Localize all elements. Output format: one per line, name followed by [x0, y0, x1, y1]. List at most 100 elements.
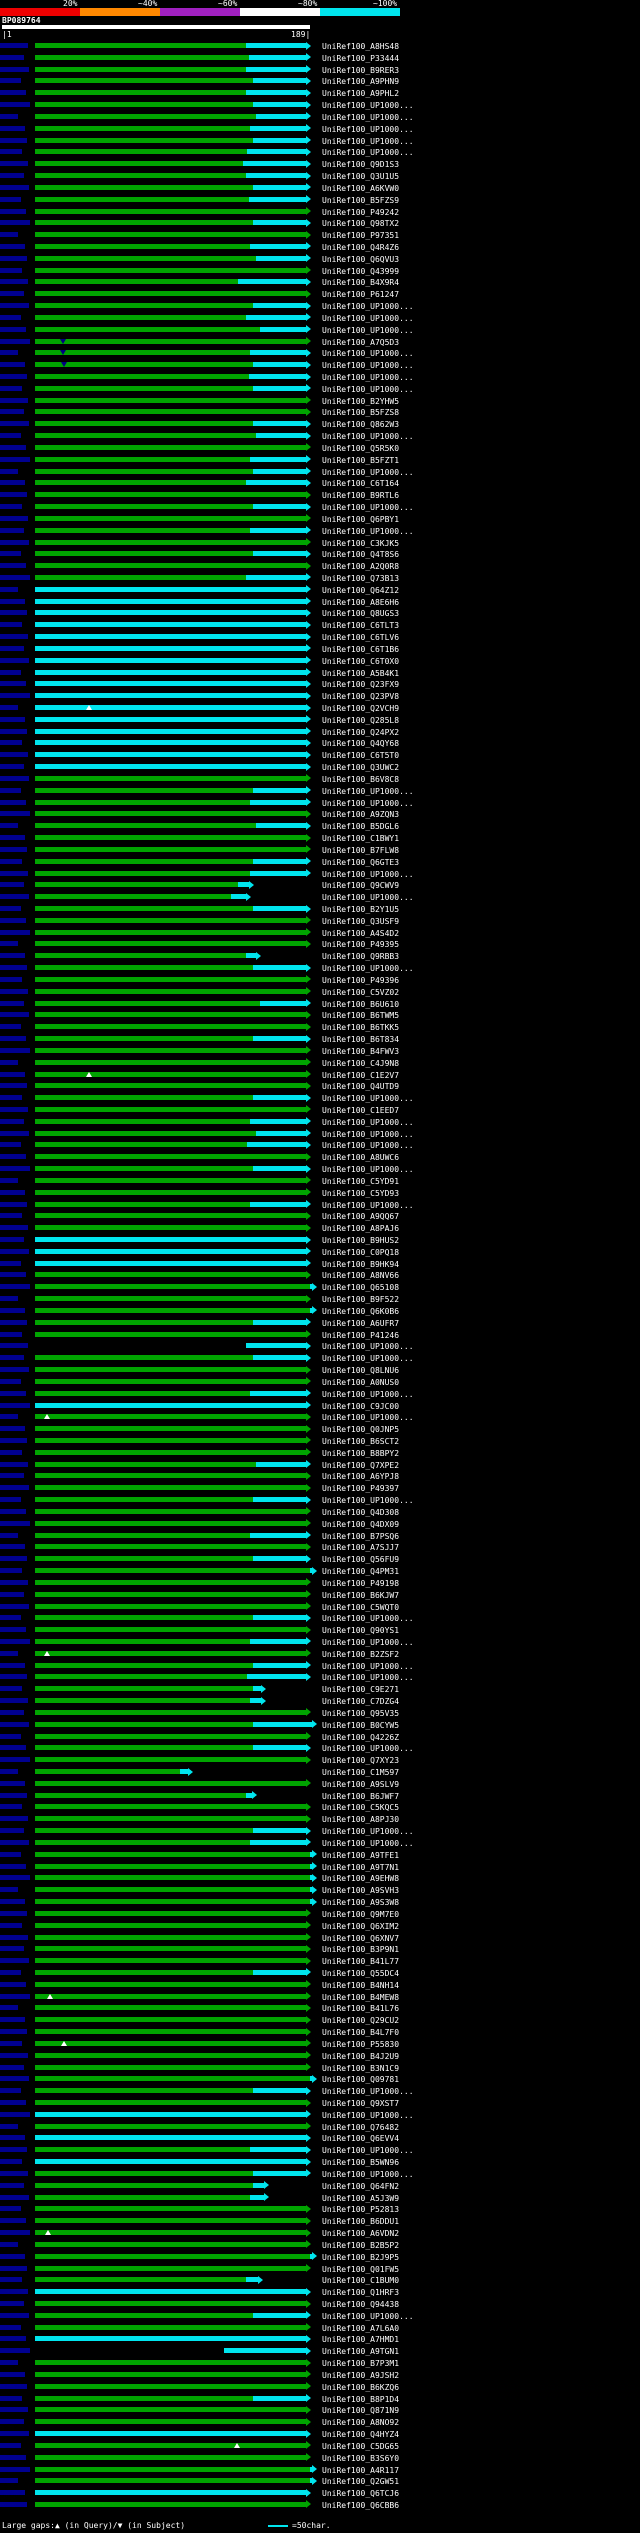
hit-bar-arrow[interactable] — [306, 750, 311, 759]
hit-bar-segment[interactable] — [35, 953, 246, 959]
hit-bar-arrow[interactable] — [306, 1779, 311, 1788]
hit-bar-segment[interactable] — [245, 953, 257, 959]
hit-bar-arrow[interactable] — [306, 2334, 311, 2343]
hit-bar-segment[interactable] — [252, 906, 306, 911]
hit-bar-segment[interactable] — [35, 409, 306, 415]
hit-label[interactable]: UniRef100_UP1000... — [322, 1838, 414, 1848]
hit-bar-segment[interactable] — [35, 527, 251, 533]
hit-bar-segment[interactable] — [35, 1638, 251, 1644]
hit-bar-segment[interactable] — [250, 2147, 306, 2153]
hit-bar-segment[interactable] — [35, 90, 246, 96]
hit-bar-segment[interactable] — [35, 66, 246, 72]
hit-bar-arrow[interactable] — [306, 147, 311, 156]
hit-label[interactable]: UniRef100_A9JSH2 — [322, 2370, 400, 2380]
hit-label[interactable]: UniRef100_Q23FX9 — [322, 680, 400, 690]
hit-bar-arrow[interactable] — [306, 1732, 311, 1741]
hit-bar-segment[interactable] — [255, 255, 306, 261]
hit-bar-segment[interactable] — [260, 1000, 306, 1006]
hit-bar-segment[interactable] — [252, 78, 306, 84]
hit-label[interactable]: UniRef100_B6U610 — [322, 999, 400, 1009]
hit-bar-segment[interactable] — [245, 574, 306, 580]
hit-bar-segment[interactable] — [35, 2253, 310, 2259]
hit-bar-segment[interactable] — [35, 1887, 310, 1893]
hit-bar-segment[interactable] — [35, 669, 306, 675]
hit-bar-arrow[interactable] — [263, 2181, 269, 2190]
hit-bar-segment[interactable] — [35, 2005, 306, 2011]
hit-label[interactable]: UniRef100_Q4UTD9 — [322, 1082, 400, 1092]
hit-bar-segment[interactable] — [35, 2312, 253, 2318]
hit-bar-arrow[interactable] — [306, 1070, 311, 1078]
hit-bar-segment[interactable] — [35, 2241, 306, 2247]
hit-bar-arrow[interactable] — [306, 2098, 311, 2107]
hit-bar-arrow[interactable] — [306, 821, 311, 830]
hit-label[interactable]: UniRef100_UP1000... — [322, 1389, 414, 1399]
hit-label[interactable]: UniRef100_C9JC00 — [322, 1401, 400, 1411]
hit-bar-arrow[interactable] — [306, 1448, 311, 1457]
hit-label[interactable]: UniRef100_Q94438 — [322, 2300, 400, 2309]
hit-label[interactable]: UniRef100_B41L77 — [322, 1957, 400, 1967]
hit-bar-segment[interactable] — [35, 681, 306, 687]
hit-bar-arrow[interactable] — [257, 2275, 263, 2284]
hit-label[interactable]: UniRef100_B7P3M1 — [322, 2359, 400, 2369]
hit-bar-segment[interactable] — [250, 243, 306, 249]
hit-bar-arrow[interactable] — [306, 384, 311, 393]
hit-bar-segment[interactable] — [35, 2123, 306, 2129]
hit-bar-arrow[interactable] — [306, 2488, 311, 2497]
hit-bar-segment[interactable] — [35, 1083, 306, 1089]
hit-bar-segment[interactable] — [35, 1296, 306, 1302]
hit-bar-segment[interactable] — [252, 184, 306, 190]
hit-bar-segment[interactable] — [35, 1437, 306, 1443]
hit-bar-segment[interactable] — [35, 1355, 253, 1361]
hit-bar-segment[interactable] — [35, 2277, 246, 2283]
hit-bar-segment[interactable] — [252, 303, 306, 309]
hit-bar-arrow[interactable] — [306, 1034, 311, 1043]
hit-label[interactable]: UniRef100_A9TGN1 — [322, 2347, 400, 2357]
hit-bar-segment[interactable] — [35, 184, 253, 190]
hit-label[interactable]: UniRef100_A9PHN9 — [322, 77, 400, 87]
hit-bar-segment[interactable] — [35, 1662, 253, 1668]
hit-label[interactable]: UniRef100_A9ZQN3 — [322, 810, 400, 820]
hit-bar-arrow[interactable] — [306, 620, 311, 629]
hit-bar-arrow[interactable] — [306, 2204, 311, 2213]
hit-bar-segment[interactable] — [35, 1863, 310, 1869]
hit-bar-segment[interactable] — [35, 1390, 251, 1396]
hit-bar-segment[interactable] — [310, 1875, 312, 1881]
hit-bar-segment[interactable] — [35, 1189, 306, 1195]
hit-label[interactable]: UniRef100_P55830 — [322, 2039, 400, 2049]
hit-label[interactable]: UniRef100_UP1000... — [322, 1413, 414, 1423]
hit-bar-arrow[interactable] — [306, 1152, 311, 1161]
hit-bar-segment[interactable] — [35, 2371, 306, 2377]
hit-label[interactable]: UniRef100_C6T164 — [322, 479, 400, 489]
hit-bar-arrow[interactable] — [306, 2015, 311, 2024]
hit-bar-segment[interactable] — [252, 137, 306, 143]
hit-bar-segment[interactable] — [255, 1130, 306, 1136]
hit-bar-arrow[interactable] — [306, 975, 311, 984]
hit-label[interactable]: UniRef100_B4MEW8 — [322, 1992, 400, 2002]
hit-bar-arrow[interactable] — [306, 407, 311, 416]
hit-bar-arrow[interactable] — [306, 1909, 311, 1918]
hit-label[interactable]: UniRef100_UP1000... — [322, 1673, 414, 1683]
hit-bar-arrow[interactable] — [306, 538, 311, 547]
hit-bar-segment[interactable] — [245, 1343, 306, 1349]
hit-bar-arrow[interactable] — [306, 526, 311, 535]
hit-bar-segment[interactable] — [250, 1118, 306, 1124]
hit-bar-arrow[interactable] — [306, 2441, 311, 2450]
hit-bar-segment[interactable] — [35, 279, 239, 285]
hit-bar-segment[interactable] — [35, 1461, 256, 1467]
hit-bar-segment[interactable] — [35, 1922, 306, 1928]
hit-bar-arrow[interactable] — [306, 1802, 311, 1811]
hit-bar-arrow[interactable] — [306, 289, 311, 298]
hit-label[interactable]: UniRef100_P97351 — [322, 231, 400, 241]
hit-label[interactable]: UniRef100_Q6CBB6 — [322, 2500, 400, 2510]
hit-bar-arrow[interactable] — [306, 2240, 311, 2249]
hit-label[interactable]: UniRef100_UP1000... — [322, 467, 414, 477]
hit-label[interactable]: UniRef100_A8PJ30 — [322, 1815, 400, 1825]
hit-bar-segment[interactable] — [35, 2501, 306, 2507]
hit-bar-segment[interactable] — [35, 764, 306, 770]
hit-bar-arrow[interactable] — [306, 2429, 311, 2438]
hit-bar-arrow[interactable] — [311, 2252, 317, 2261]
hit-label[interactable]: UniRef100_A8PAJ6 — [322, 1224, 400, 1234]
hit-bar-segment[interactable] — [35, 291, 306, 297]
hit-bar-segment[interactable] — [35, 326, 261, 332]
hit-bar-arrow[interactable] — [306, 1330, 311, 1339]
